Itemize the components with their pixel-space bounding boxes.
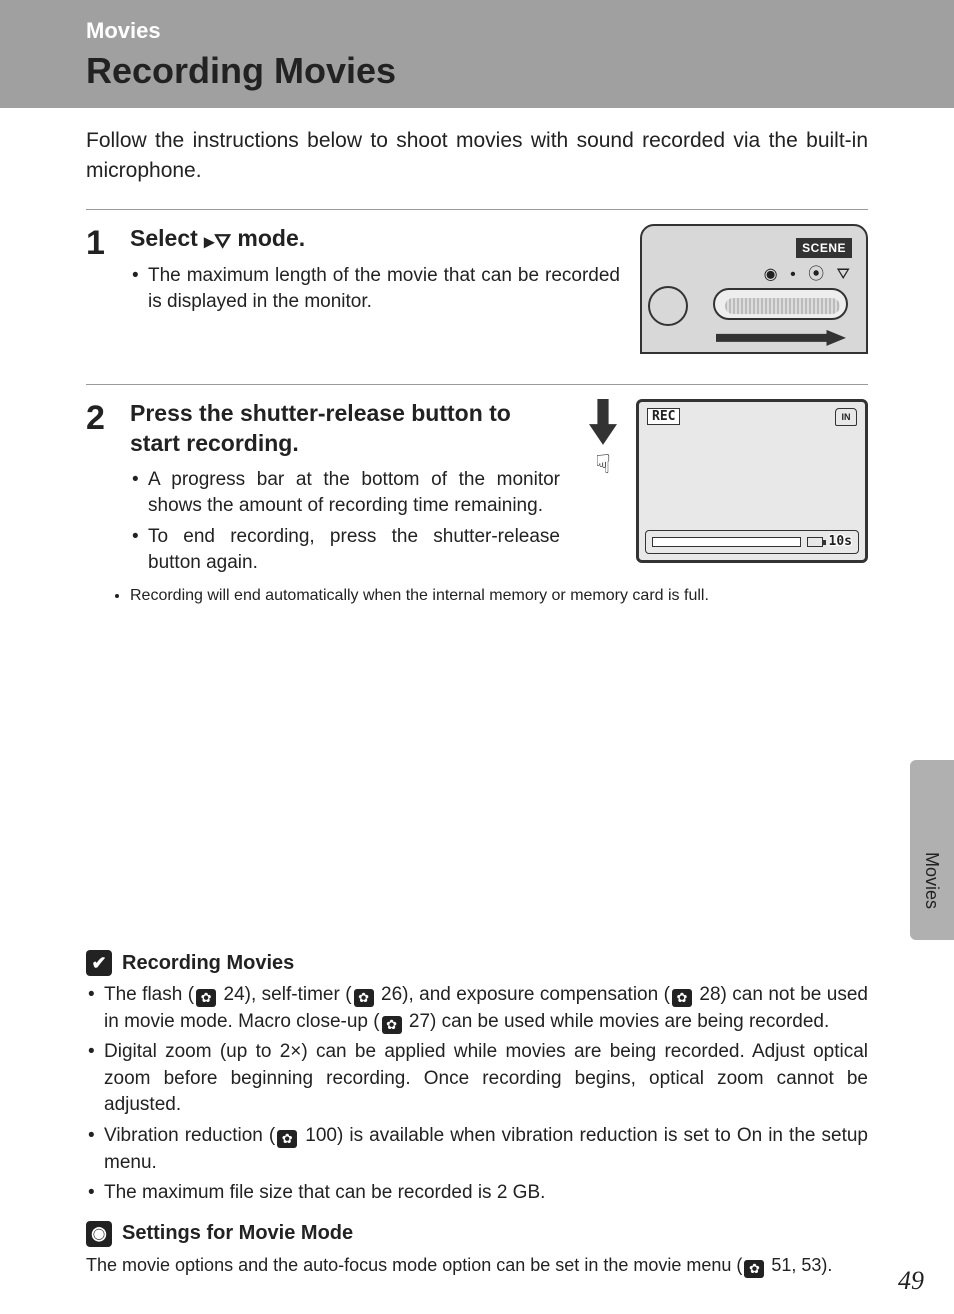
note-title: Recording Movies <box>122 952 294 975</box>
progress-row: 10s <box>645 530 859 554</box>
step-text: Select ▸⛛ mode. The maximum length of th… <box>130 224 620 354</box>
heading-pre: Select <box>130 225 204 251</box>
note-heading: ✔ Recording Movies <box>86 950 868 976</box>
check-icon: ✔ <box>86 950 112 976</box>
camera-top-view: SCENE ◉ • ⦿ ⛛ <box>640 224 868 354</box>
dial-circle <box>648 286 688 326</box>
page-title: Recording Movies <box>86 50 954 92</box>
step-number: 1 <box>86 224 130 354</box>
step-2-illustration: ☟ REC IN 10s <box>580 399 868 581</box>
progress-bar <box>652 537 801 547</box>
note-title: Settings for Movie Mode <box>122 1222 353 1245</box>
step-bullet: Recording will end automatically when th… <box>130 587 868 605</box>
mode-icons: ◉ • ⦿ ⛛ <box>764 260 854 284</box>
battery-icon <box>807 537 823 547</box>
time-remaining: 10s <box>829 534 852 549</box>
step-heading: Press the shutter-release button to star… <box>130 399 560 459</box>
press-indicator: ☟ <box>580 399 626 477</box>
side-label: Movies <box>921 852 942 909</box>
step-body: Select ▸⛛ mode. The maximum length of th… <box>130 224 868 354</box>
step-number: 2 <box>86 399 130 605</box>
slide-arrow-icon <box>716 330 846 346</box>
step-bullet: To end recording, press the shutter-rele… <box>130 524 560 577</box>
lcd-screen: REC IN 10s <box>636 399 868 563</box>
memory-indicator: IN <box>835 408 857 426</box>
page-number: 49 <box>898 1266 924 1296</box>
step-bullet: The maximum length of the movie that can… <box>130 263 620 316</box>
mode-slider <box>713 288 848 320</box>
content-area: Follow the instructions below to shoot m… <box>0 108 954 635</box>
note-bullet: The flash (✿ 24), self-timer (✿ 26), and… <box>86 982 868 1035</box>
note-heading: ◉ Settings for Movie Mode <box>86 1221 868 1247</box>
header-band: Movies Recording Movies <box>0 0 954 108</box>
step-heading: Select ▸⛛ mode. <box>130 224 620 255</box>
note-bullets: The flash (✿ 24), self-timer (✿ 26), and… <box>86 982 868 1207</box>
heading-post: mode. <box>231 225 305 251</box>
down-arrow-icon <box>589 399 617 445</box>
step-2: 2 Press the shutter-release button to st… <box>86 385 868 635</box>
section-label: Movies <box>86 18 954 44</box>
side-tab <box>910 760 954 940</box>
notes-section: ✔ Recording Movies The flash (✿ 24), sel… <box>0 936 954 1278</box>
note-bullet: Vibration reduction (✿ 100) is available… <box>86 1123 868 1176</box>
step-bullet: A progress bar at the bottom of the moni… <box>130 467 560 520</box>
dot-icon: ◉ <box>86 1221 112 1247</box>
note-bullet: The maximum file size that can be record… <box>86 1180 868 1207</box>
scene-label: SCENE <box>796 238 852 258</box>
note-body: The movie options and the auto-focus mod… <box>86 1253 868 1278</box>
rec-indicator: REC <box>647 408 680 425</box>
step-text: Press the shutter-release button to star… <box>130 399 560 581</box>
step-1-illustration: SCENE ◉ • ⦿ ⛛ <box>640 224 868 354</box>
movie-mode-icon: ▸⛛ <box>204 229 231 255</box>
finger-icon: ☟ <box>580 451 626 477</box>
step-1: 1 Select ▸⛛ mode. The maximum length of … <box>86 210 868 384</box>
intro-text: Follow the instructions below to shoot m… <box>86 126 868 187</box>
step-body: Press the shutter-release button to star… <box>130 399 868 605</box>
note-bullet: Digital zoom (up to 2×) can be applied w… <box>86 1039 868 1119</box>
